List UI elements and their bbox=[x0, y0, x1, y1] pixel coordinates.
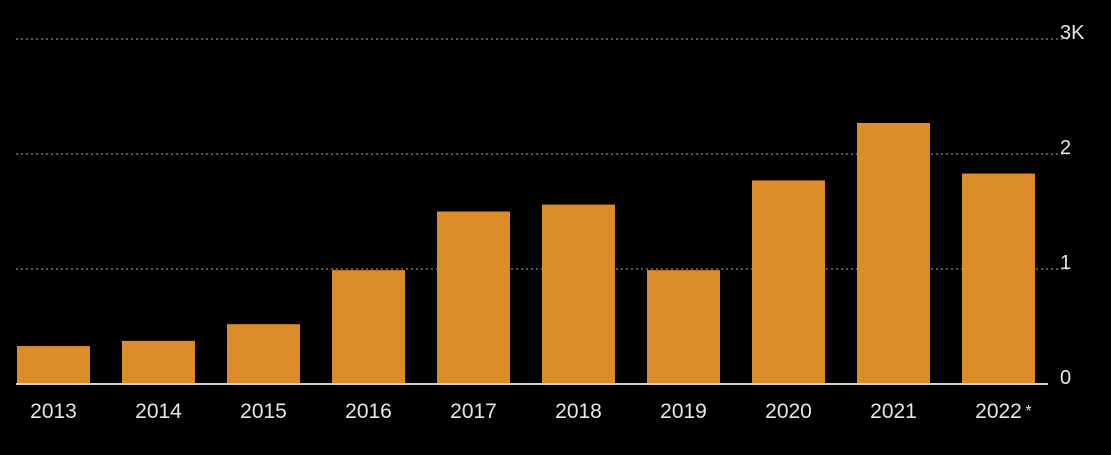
bar-2015 bbox=[227, 324, 300, 384]
bar-2014 bbox=[122, 340, 195, 384]
x-tick-label: 2013 bbox=[30, 400, 77, 423]
x-tick-label: 2015 bbox=[240, 400, 287, 423]
x-tick-label: 2018 bbox=[555, 400, 602, 423]
y-tick-label: 2 bbox=[1060, 137, 1071, 159]
bar-2021 bbox=[857, 122, 930, 384]
y-tick-label: 1 bbox=[1060, 252, 1071, 274]
x-tick-label: 2019 bbox=[660, 400, 707, 423]
x-tick-label: 2016 bbox=[345, 400, 392, 423]
y-tick-label: 0 bbox=[1060, 367, 1071, 389]
bar-2017 bbox=[437, 211, 510, 384]
x-tick-label: 2014 bbox=[135, 400, 182, 423]
bar-2016 bbox=[332, 270, 405, 384]
annotation-mark: * bbox=[1025, 403, 1031, 420]
bar-2018 bbox=[542, 204, 615, 384]
bar-2019 bbox=[647, 270, 720, 384]
x-tick-label: 2017 bbox=[450, 400, 497, 423]
x-tick-label: 2022 bbox=[975, 400, 1022, 423]
bar-2022 bbox=[962, 173, 1035, 384]
bar-2020 bbox=[752, 180, 825, 384]
y-tick-label: 3K bbox=[1060, 22, 1085, 44]
x-tick-label: 2021 bbox=[870, 400, 917, 423]
x-tick-label: 2020 bbox=[765, 400, 812, 423]
bar-2013 bbox=[17, 346, 90, 384]
